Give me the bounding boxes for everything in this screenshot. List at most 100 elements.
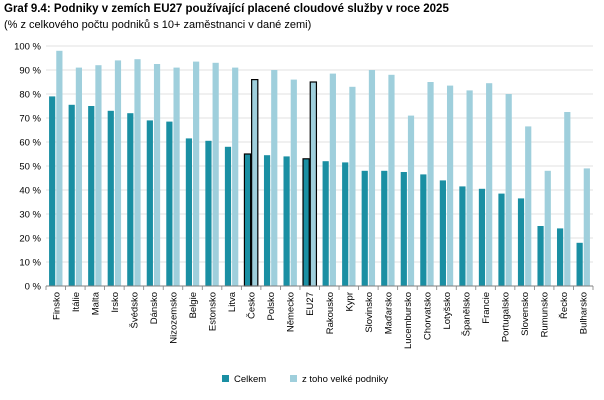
y-tick-label: 100 % [14,42,41,53]
y-tick-label: 80 % [19,90,41,101]
y-tick-label: 10 % [19,258,41,269]
chart-subtitle: (% z celkového počtu podniků s 10+ zaměs… [4,19,312,31]
bar-total [517,198,525,286]
bar-total [400,172,407,286]
x-tick-label: Belgie [188,292,199,318]
bar-total [537,226,544,286]
bar-large-enterprises [525,126,532,287]
x-tick-label: Bulharsko [579,292,590,334]
y-tick-label: 60 % [19,138,41,149]
bar-total [342,162,349,286]
bar-total [166,121,173,286]
x-tick-label: Irsko [110,292,121,313]
bar-large-enterprises [407,115,415,286]
bar-large-enterprises [427,82,434,286]
bars [49,50,590,287]
x-tick-label: Španělsko [462,292,473,336]
bar-total [185,138,193,286]
y-tick-label: 30 % [19,210,41,221]
bar-large-enterprises [193,61,200,286]
bar-large-enterprises [95,65,102,286]
bar-large-enterprises [349,86,356,286]
x-tick-label: Slovensko [520,292,531,336]
bar-large-enterprises [564,112,571,286]
bar-total [498,193,505,286]
x-tick-label: Rakousko [325,292,336,334]
legend: Celkem z toho velké podniky [222,374,388,385]
bar-total [283,156,290,286]
bar-total [302,158,310,287]
bar-total [556,228,564,286]
bar-large-enterprises [583,168,590,286]
bar-large-enterprises [75,67,83,286]
x-tick-label: Německo [286,292,297,332]
bar-total [68,104,75,286]
x-tick-label: Nizozemsko [168,292,179,344]
x-tick-label: Estonsko [208,292,219,331]
bar-large-enterprises [290,79,297,286]
y-tick-label: 20 % [19,234,41,245]
y-tick-label: 40 % [19,186,41,197]
bar-total [49,96,56,287]
x-tick-label: Polsko [266,292,277,321]
x-tick-label: Kypr [344,292,355,312]
y-tick-label: 50 % [19,162,41,173]
bar-large-enterprises [388,74,395,286]
legend-swatch [290,375,297,382]
x-tick-label: Rumunsko [540,292,551,337]
legend-label: z toho velké podniky [302,374,388,385]
bar-total [381,170,388,286]
x-tick-label: Česko [247,292,258,319]
bar-total [459,186,466,286]
bar-large-enterprises [368,70,376,286]
bar-large-enterprises [329,73,336,286]
bar-total [263,155,271,286]
x-tick-label: Chorvatsko [422,292,433,340]
bar-total [146,120,153,287]
legend-label: Celkem [234,374,266,385]
bar-total [576,242,583,286]
x-tick-label: Řecko [559,292,570,319]
bar-total [322,161,329,286]
bar-large-enterprises [505,94,512,286]
x-tick-label: Lotyšsko [442,292,453,330]
bar-large-enterprises [251,78,259,287]
x-tick-label: Itálie [71,292,82,312]
bar-total [243,153,252,287]
bar-large-enterprises [153,64,161,286]
bar-total [205,140,212,286]
chart-title: Graf 9.4: Podniky v zemích EU27 používaj… [4,3,449,15]
x-tick-label: Litva [227,291,238,312]
bar-total [107,110,114,286]
bar-total [420,174,427,286]
bar-large-enterprises [232,67,239,286]
y-tick-label: 90 % [19,66,41,77]
x-tick-label: Slovinsko [364,292,375,333]
bar-total [127,113,134,286]
bar-large-enterprises [56,50,63,286]
bar-large-enterprises [212,62,219,286]
x-tick-label: Finsko [51,292,62,320]
bar-large-enterprises [309,81,318,287]
bar-total [88,106,95,286]
legend-swatch [222,375,229,382]
x-axis [45,285,594,290]
bar-large-enterprises [544,170,551,286]
x-tick-label: Portugalsko [501,292,512,342]
x-tick-label: Francie [481,292,492,324]
x-tick-label: Malta [90,291,101,315]
bar-total [478,188,486,286]
x-tick-label: Švédsko [129,292,140,328]
bar-total [361,170,368,286]
x-axis-labels: Finsko Itálie Malta Irsko Švédsko Dánsko Nizoz… [51,291,589,349]
bar-large-enterprises [173,67,180,286]
x-tick-label: Lucembursko [403,292,414,349]
bar-large-enterprises [134,59,141,287]
bar-large-enterprises [466,90,473,287]
bar-large-enterprises [271,70,278,286]
bar-large-enterprises [486,83,493,286]
bar-total [224,146,232,286]
y-tick-label: 0 % [25,282,42,293]
bar-large-enterprises [446,85,454,286]
